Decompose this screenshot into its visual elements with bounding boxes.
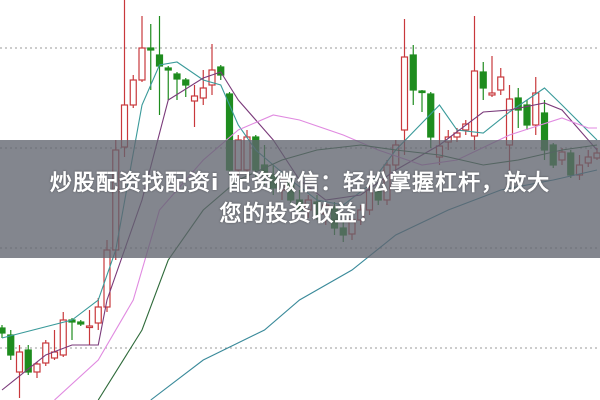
candle-up (470, 70, 479, 137)
candle-down (77, 321, 85, 325)
candle-up (94, 306, 102, 324)
candle-down (7, 334, 15, 356)
candle-down (147, 47, 155, 51)
candle-up (129, 79, 137, 106)
candle-up (42, 342, 50, 364)
candle-down (217, 66, 225, 76)
candle-up (505, 98, 514, 146)
candle-up (453, 132, 461, 138)
candle-down (427, 93, 435, 138)
candle-up (532, 92, 540, 126)
candle-up (33, 363, 41, 373)
candle-up (488, 92, 496, 96)
candle-up (85, 325, 94, 329)
candle-up (138, 47, 146, 81)
candle-down (523, 104, 531, 126)
candle-up (59, 319, 67, 356)
candle-down (479, 71, 487, 89)
candle-up (199, 87, 207, 99)
candle-down (164, 67, 172, 71)
candle-down (409, 54, 417, 91)
candle-down (182, 79, 190, 86)
candle-down (173, 73, 181, 80)
candle-down (24, 349, 32, 373)
banner-text-line1: 炒股配资找配资i 配资微信：轻松掌握杠杆，放大 (49, 171, 551, 196)
banner-text-line2: 您的投资收益！ (219, 202, 381, 227)
candle-up (190, 95, 199, 102)
candle-up (400, 56, 409, 131)
promo-banner: 炒股配资找配资i 配资微信：轻松掌握杠杆，放大 您的投资收益！ (0, 140, 600, 258)
candle-down (418, 90, 426, 94)
candle-up (15, 351, 24, 373)
candle-up (208, 69, 216, 86)
candle-up (497, 76, 505, 91)
candle-down (0, 327, 6, 334)
